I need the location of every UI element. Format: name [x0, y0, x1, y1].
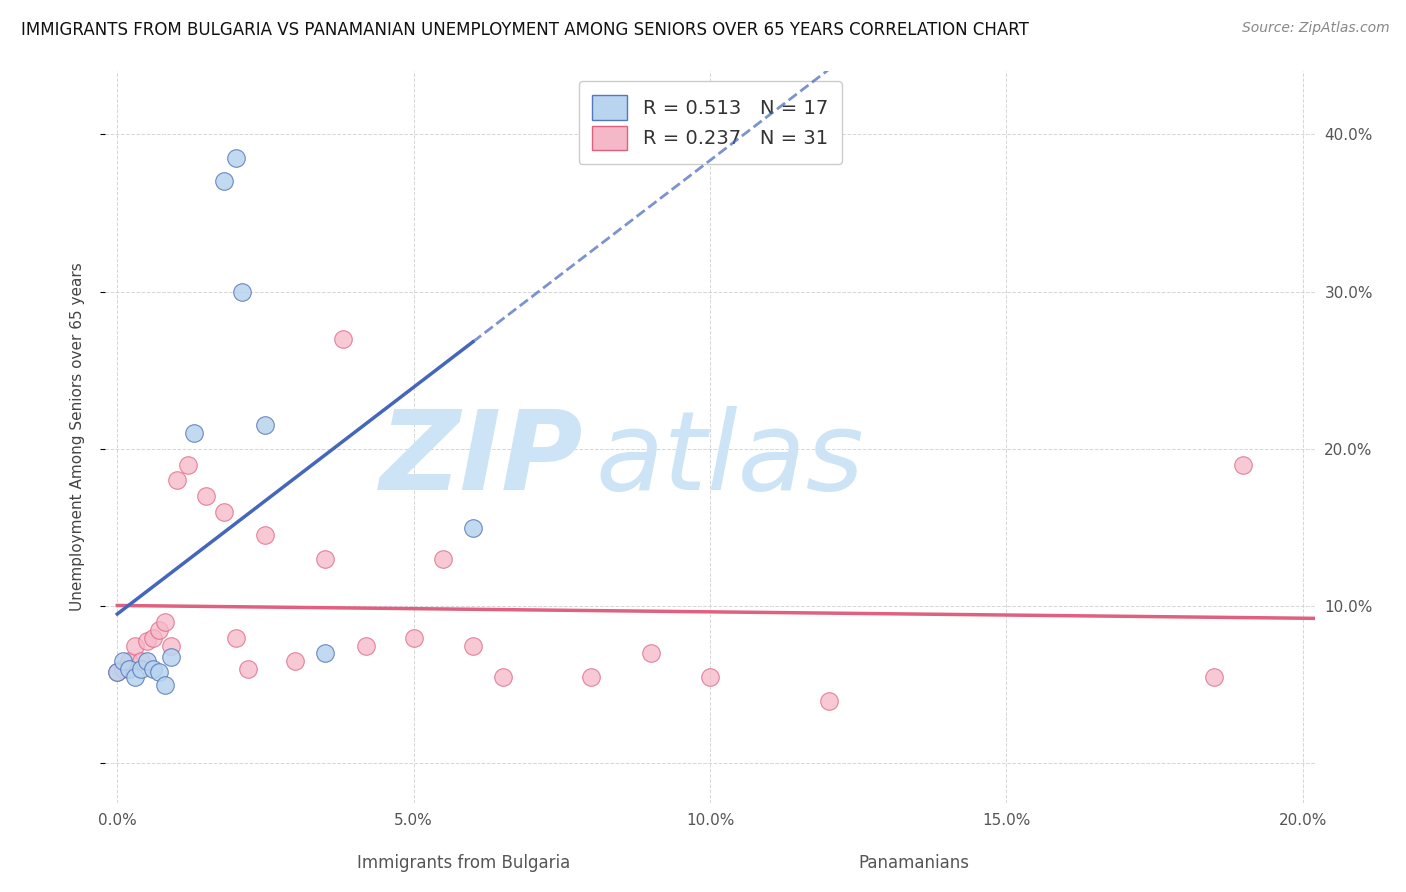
Point	[225, 631, 247, 645]
Point	[159, 639, 181, 653]
Point	[212, 174, 235, 188]
Point	[124, 670, 146, 684]
Point	[332, 332, 354, 346]
Point	[699, 670, 721, 684]
Point	[236, 662, 259, 676]
Point	[1202, 670, 1225, 684]
Point	[166, 473, 188, 487]
Point	[225, 151, 247, 165]
Point	[118, 654, 141, 668]
Point	[118, 662, 141, 676]
Point	[354, 639, 377, 653]
Point	[254, 528, 277, 542]
Text: Panamanians: Panamanians	[859, 855, 969, 872]
Point	[105, 665, 128, 680]
Point	[153, 615, 176, 629]
Point	[136, 654, 159, 668]
Point	[284, 654, 307, 668]
Point	[148, 623, 170, 637]
Text: ZIP: ZIP	[380, 406, 583, 513]
Point	[183, 426, 205, 441]
Point	[581, 670, 603, 684]
Y-axis label: Unemployment Among Seniors over 65 years: Unemployment Among Seniors over 65 years	[70, 263, 84, 611]
Point	[314, 646, 336, 660]
Text: IMMIGRANTS FROM BULGARIA VS PANAMANIAN UNEMPLOYMENT AMONG SENIORS OVER 65 YEARS : IMMIGRANTS FROM BULGARIA VS PANAMANIAN U…	[21, 21, 1029, 38]
Text: Source: ZipAtlas.com: Source: ZipAtlas.com	[1241, 21, 1389, 35]
Point	[195, 489, 218, 503]
Point	[491, 670, 513, 684]
Point	[177, 458, 200, 472]
Point	[148, 665, 170, 680]
Point	[105, 665, 128, 680]
Point	[402, 631, 425, 645]
Point	[112, 654, 135, 668]
Text: Immigrants from Bulgaria: Immigrants from Bulgaria	[357, 855, 571, 872]
Point	[817, 693, 839, 707]
Point	[314, 552, 336, 566]
Text: atlas: atlas	[595, 406, 863, 513]
Point	[461, 520, 484, 534]
Point	[159, 649, 181, 664]
Point	[124, 639, 146, 653]
Point	[153, 678, 176, 692]
Point	[461, 639, 484, 653]
Point	[129, 654, 152, 668]
Legend: R = 0.513   N = 17, R = 0.237   N = 31: R = 0.513 N = 17, R = 0.237 N = 31	[578, 81, 842, 164]
Point	[432, 552, 454, 566]
Point	[231, 285, 253, 299]
Point	[142, 631, 165, 645]
Point	[112, 662, 135, 676]
Point	[142, 662, 165, 676]
Point	[254, 418, 277, 433]
Point	[1232, 458, 1254, 472]
Point	[136, 633, 159, 648]
Point	[640, 646, 662, 660]
Point	[129, 662, 152, 676]
Point	[212, 505, 235, 519]
